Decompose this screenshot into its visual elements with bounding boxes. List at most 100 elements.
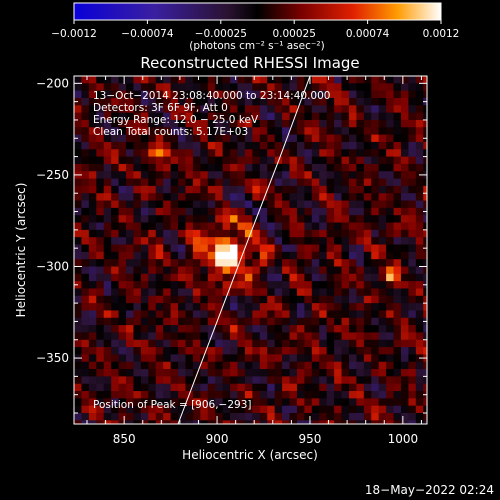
heatmap-cell	[103, 383, 112, 392]
heatmap-cell	[103, 112, 112, 121]
heatmap-cell	[133, 281, 142, 289]
heatmap-cell	[207, 215, 216, 223]
heatmap-cell	[118, 303, 127, 311]
heatmap-cell	[386, 391, 394, 399]
heatmap-cell	[207, 141, 216, 150]
heatmap-cell	[341, 317, 350, 326]
heatmap-cell	[103, 185, 112, 194]
heatmap-cell	[267, 207, 276, 216]
heatmap-cell	[200, 105, 209, 114]
heatmap-cell	[215, 310, 224, 319]
heatmap-cell	[200, 259, 209, 267]
heatmap-cell	[74, 369, 82, 377]
heatmap-cell	[126, 90, 134, 99]
heatmap-cell	[378, 339, 387, 348]
heatmap-cell	[178, 405, 186, 414]
heatmap-cell	[192, 251, 201, 260]
heatmap-cell	[148, 405, 157, 414]
heatmap-cell	[244, 171, 253, 179]
heatmap-cell	[319, 405, 328, 414]
heatmap-cell	[111, 361, 119, 370]
heatmap-cell	[118, 112, 127, 121]
heatmap-cell	[163, 361, 172, 370]
heatmap-cell	[148, 200, 157, 209]
heatmap-cell	[185, 354, 194, 363]
heatmap-cell	[163, 383, 172, 392]
heatmap-cell	[408, 317, 417, 326]
heatmap-cell	[371, 193, 380, 201]
heatmap-cell	[215, 361, 224, 370]
heatmap-cell	[371, 266, 380, 275]
heatmap-cell	[400, 171, 409, 179]
heatmap-cell	[140, 339, 149, 348]
heatmap-cell	[126, 303, 134, 311]
heatmap-cell	[363, 134, 372, 143]
heatmap-cell	[252, 317, 261, 326]
heatmap-cell	[140, 325, 149, 333]
heatmap-cell	[148, 369, 157, 377]
heatmap-cell	[319, 266, 328, 275]
heatmap-cell	[415, 149, 424, 157]
heatmap-cell	[400, 339, 409, 348]
heatmap-cell	[118, 163, 127, 172]
heatmap-cell	[415, 413, 424, 421]
heatmap-cell	[192, 325, 201, 333]
heatmap-cell	[118, 105, 127, 114]
heatmap-cell	[415, 273, 424, 282]
heatmap-cell	[311, 303, 320, 311]
heatmap-cell	[163, 149, 172, 157]
heatmap-cell	[140, 193, 149, 201]
heatmap-cell	[289, 76, 298, 84]
annotation-energy-range: Energy Range: 12.0 − 25.0 keV	[93, 114, 259, 126]
heatmap-cell	[334, 391, 342, 399]
heatmap-cell	[200, 127, 209, 136]
heatmap-cell	[163, 391, 172, 399]
heatmap-cell	[341, 127, 350, 136]
heatmap-cell	[126, 347, 134, 355]
heatmap-cell	[378, 90, 387, 99]
heatmap-cell	[378, 369, 387, 377]
heatmap-cell	[207, 244, 216, 253]
heatmap-cell	[296, 76, 305, 84]
heatmap-cell	[96, 178, 105, 187]
heatmap-cell	[259, 83, 268, 92]
heatmap-cell	[155, 339, 164, 348]
heatmap-cell	[163, 83, 172, 92]
heatmap-cell	[326, 215, 335, 223]
heatmap-cell	[311, 332, 320, 341]
heatmap-cell	[133, 163, 142, 172]
heatmap-cell	[244, 347, 253, 355]
heatmap-cell	[185, 266, 194, 275]
heatmap-cell	[356, 83, 365, 92]
heatmap-cell	[415, 266, 424, 275]
heatmap-cell	[423, 303, 427, 311]
heatmap-cell	[185, 310, 194, 319]
heatmap-cell	[289, 193, 298, 201]
heatmap-cell	[393, 156, 402, 165]
heatmap-cell	[371, 90, 380, 99]
heatmap-cell	[192, 383, 201, 392]
heatmap-cell	[244, 237, 253, 245]
heatmap-cell	[237, 200, 246, 209]
heatmap-cell	[259, 207, 268, 216]
heatmap-cell	[415, 163, 424, 172]
heatmap-cell	[415, 383, 424, 392]
heatmap-cell	[96, 127, 105, 136]
heatmap-cell	[400, 185, 409, 194]
heatmap-cell	[103, 119, 112, 128]
heatmap-cell	[126, 361, 134, 370]
heatmap-cell	[319, 251, 328, 260]
heatmap-cell	[415, 90, 424, 99]
heatmap-cell	[252, 303, 261, 311]
heatmap-cell	[393, 76, 402, 84]
heatmap-cell	[237, 281, 246, 289]
heatmap-cell	[81, 171, 90, 179]
heatmap-cell	[96, 295, 105, 304]
heatmap-cell	[237, 222, 246, 231]
heatmap-cell	[237, 83, 246, 92]
heatmap-cell	[259, 339, 268, 348]
heatmap-cell	[259, 200, 268, 209]
heatmap-cell	[200, 207, 209, 216]
heatmap-cell	[126, 383, 134, 392]
heatmap-cell	[304, 325, 313, 333]
